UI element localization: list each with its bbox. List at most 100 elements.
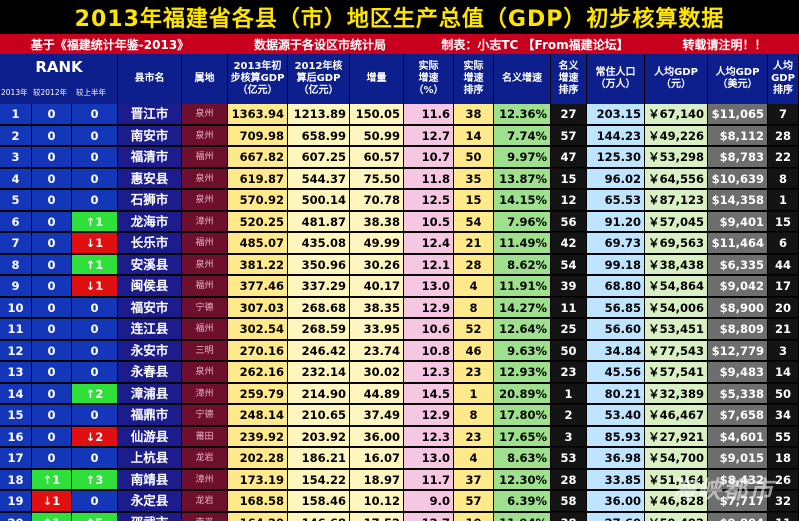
per-capita-usd-cell: $11,464	[708, 233, 768, 254]
table-row: 18 ↑1 ↑3 南靖县 漳州 173.19 154.22 18.97 11.7 37 12.30%…	[0, 469, 799, 492]
rank-vs2012-cell: 0	[32, 340, 72, 361]
prefecture-cell: 泉州	[182, 125, 228, 146]
table-header: RANK 2013年 较2012年 较上半年 县市名 属地 2013年初 步核算…	[0, 54, 799, 104]
population-cell: 36.98	[587, 448, 645, 469]
real-growth-rank-cell: 23	[454, 426, 494, 447]
increase-cell: 33.95	[350, 319, 404, 340]
population-cell: 96.02	[587, 168, 645, 189]
rank-vs2012-cell: 0	[32, 276, 72, 297]
per-capita-rank-cell: 7	[768, 104, 799, 125]
rank-vs2012-cell: ↓1	[32, 491, 72, 512]
per-capita-cny-cell: ￥87,123	[645, 190, 708, 211]
nominal-growth-cell: 20.89%	[494, 383, 551, 404]
per-capita-cny-cell: ￥46,467	[645, 405, 708, 426]
nominal-growth-cell: 14.15%	[494, 190, 551, 211]
per-capita-cny-cell: ￥59,492	[645, 512, 708, 521]
rank-2013-cell: 10	[0, 297, 32, 318]
per-capita-cny-cell: ￥54,006	[645, 297, 708, 318]
rank-vs2012-cell: 0	[32, 233, 72, 254]
real-growth-cell: 13.0	[404, 276, 454, 297]
rank-vs2012-cell: 0	[32, 448, 72, 469]
nominal-growth-rank-cell: 57	[551, 125, 587, 146]
per-capita-usd-cell: $8,809	[708, 319, 768, 340]
per-capita-rank-cell: 26	[768, 469, 799, 490]
rank-vs2012-cell: 0	[32, 147, 72, 168]
per-capita-rank-cell: 17	[768, 276, 799, 297]
population-cell: 65.53	[587, 190, 645, 211]
population-cell: 85.93	[587, 426, 645, 447]
rank-2013-label: 2013年	[1, 88, 28, 97]
per-capita-usd-cell: $9,401	[708, 211, 768, 232]
nominal-growth-rank-cell: 2	[551, 405, 587, 426]
real-growth-rank-cell: 28	[454, 254, 494, 275]
per-capita-cny-cell: ￥32,389	[645, 383, 708, 404]
table-row: 12 0 0 永安市 三明 270.16 246.42 23.74 10.8 46 9.63% 50 3…	[0, 340, 799, 363]
rank-2013-cell: 12	[0, 340, 32, 361]
increase-cell: 60.57	[350, 147, 404, 168]
gdp2013-cell: 302.54	[228, 319, 288, 340]
rank-2013-cell: 5	[0, 190, 32, 211]
population-cell: 53.40	[587, 405, 645, 426]
gdp2013-cell: 307.03	[228, 297, 288, 318]
county-name-cell: 福安市	[118, 297, 182, 318]
per-capita-usd-cell: $8,783	[708, 147, 768, 168]
rank-vs2012-cell: 0	[32, 405, 72, 426]
prefecture-cell: 福州	[182, 147, 228, 168]
increase-cell: 30.26	[350, 254, 404, 275]
rank-vsh1-cell: ↑5	[72, 512, 118, 521]
nominal-growth-cell: 12.30%	[494, 469, 551, 490]
table-row: 15 0 0 福鼎市 宁德 248.14 210.65 37.49 12.9 8 17.80% 2 53…	[0, 405, 799, 427]
county-name-cell: 福清市	[118, 147, 182, 168]
prefecture-cell: 泉州	[182, 104, 228, 125]
county-name-cell: 晋江市	[118, 104, 182, 125]
gdp2013-cell: 619.87	[228, 168, 288, 189]
gdp2012-cell: 337.29	[288, 276, 350, 297]
per-capita-rank-cell: 32	[768, 491, 799, 512]
prefecture-cell: 泉州	[182, 190, 228, 211]
watermark: 海峡都市	[671, 476, 775, 504]
gdp2013-cell: 259.79	[228, 383, 288, 404]
per-capita-cny-cell: ￥38,438	[645, 254, 708, 275]
population-cell: 56.85	[587, 297, 645, 318]
rank-vsh1-cell: 0	[72, 319, 118, 340]
nominal-growth-cell: 12.36%	[494, 104, 551, 125]
per-capita-usd-cell: $5,338	[708, 383, 768, 404]
table-row: 3 0 0 福清市 福州 667.82 607.25 60.57 10.7 50 9.97% 47 12…	[0, 147, 799, 169]
rank-2013-cell: 20	[0, 512, 32, 521]
reprint-note: 转载请注明！！	[682, 37, 767, 52]
gdp2012-cell: 268.68	[288, 297, 350, 318]
nominal-growth-cell: 12.93%	[494, 362, 551, 383]
real-growth-cell: 12.9	[404, 405, 454, 426]
nominal-growth-rank-cell: 23	[551, 362, 587, 383]
gdp2012-cell: 481.87	[288, 211, 350, 232]
population-cell: 91.20	[587, 211, 645, 232]
population-cell: 27.60	[587, 512, 645, 521]
nominal-growth-cell: 9.97%	[494, 147, 551, 168]
county-name-cell: 邵武市	[118, 512, 182, 521]
real-growth-cell: 11.6	[404, 104, 454, 125]
per-capita-rank-cell: 22	[768, 147, 799, 168]
real-growth-rank-cell: 50	[454, 147, 494, 168]
gdp2013-cell: 262.16	[228, 362, 288, 383]
rank-vs2012-cell: 0	[32, 254, 72, 275]
increase-cell: 37.49	[350, 405, 404, 426]
real-growth-cell: 12.3	[404, 426, 454, 447]
county-name-cell: 石狮市	[118, 190, 182, 211]
per-capita-usd-cell: $8,900	[708, 297, 768, 318]
rank-2013-cell: 2	[0, 125, 32, 146]
per-capita-cny-cell: ￥54,864	[645, 276, 708, 297]
per-capita-rank-cell: 28	[768, 125, 799, 146]
gdp2012-cell: 500.14	[288, 190, 350, 211]
nominal-growth-cell: 17.80%	[494, 405, 551, 426]
data-note: 数据源于各设区市统计局	[253, 37, 386, 52]
gdp2012-cell: 544.37	[288, 168, 350, 189]
rank-vsh1-cell: ↓1	[72, 233, 118, 254]
population-header: 常住人口 （万人）	[587, 54, 645, 104]
increase-cell: 36.00	[350, 426, 404, 447]
population-cell: 36.00	[587, 491, 645, 512]
nominal-growth-cell: 8.62%	[494, 254, 551, 275]
rank-vs2012-cell: 0	[32, 168, 72, 189]
table-row: 4 0 0 惠安县 泉州 619.87 544.37 75.50 11.8 35 13.87% 15 9…	[0, 168, 799, 191]
real-growth-rank-cell: 37	[454, 469, 494, 490]
